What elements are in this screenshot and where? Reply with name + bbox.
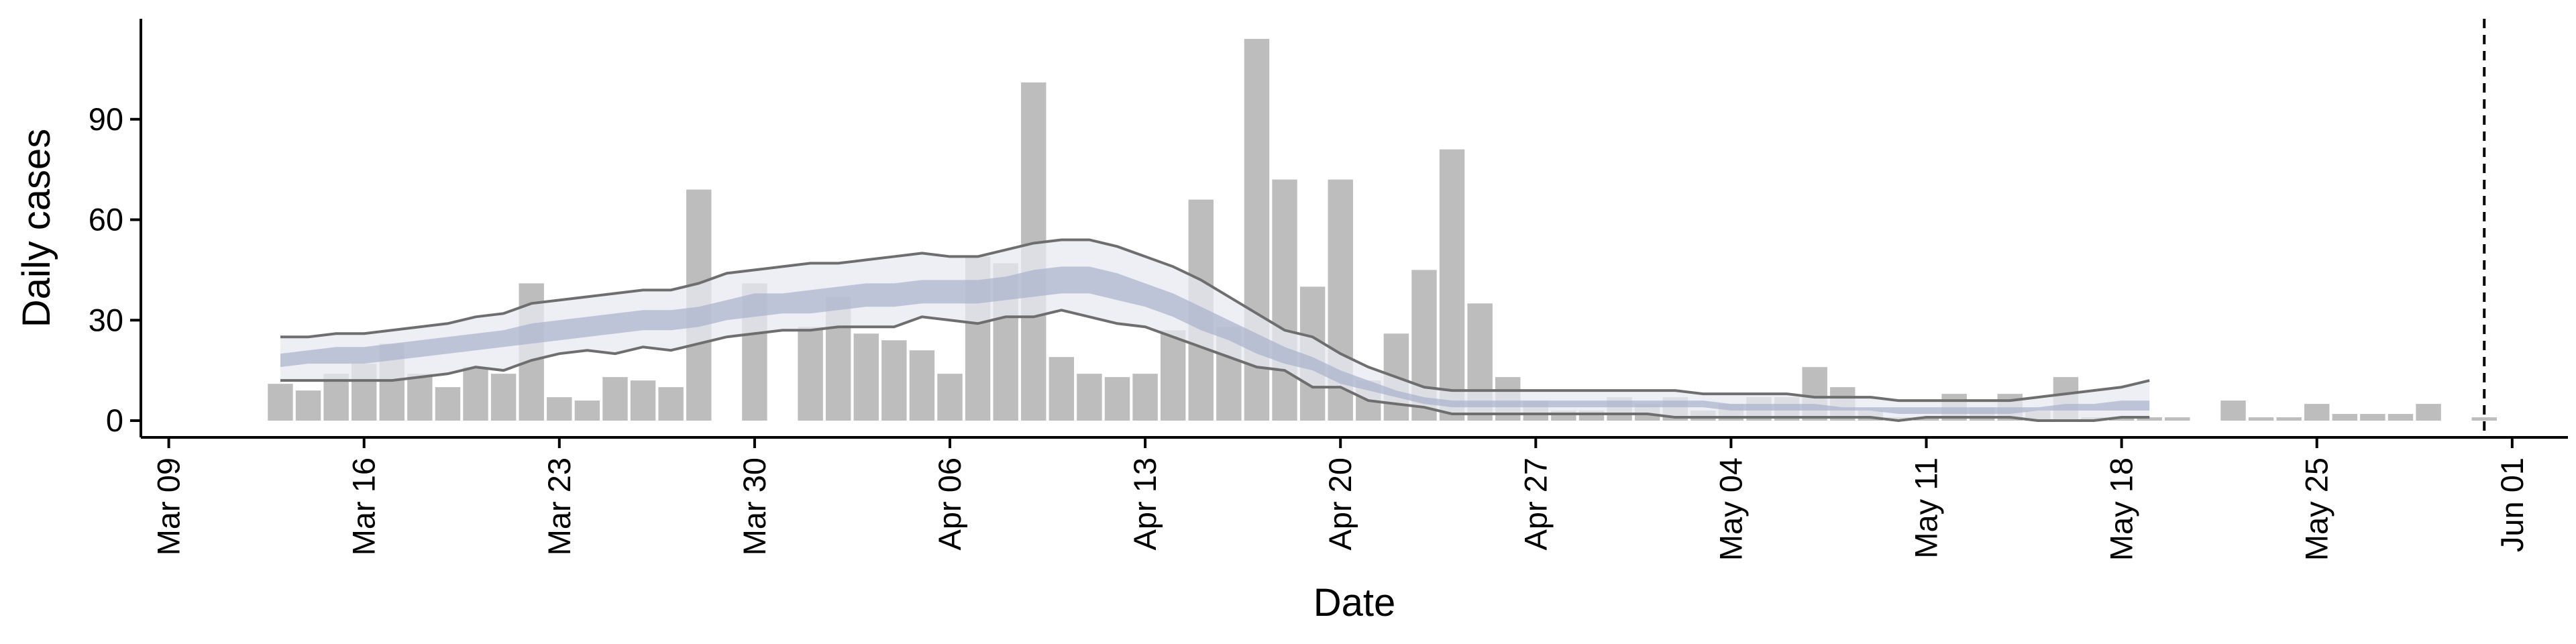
case-bar	[798, 327, 823, 421]
x-tick-label: Apr 20	[1322, 458, 1358, 550]
x-axis-label: Date	[1313, 581, 1396, 625]
inner-band	[280, 266, 2150, 415]
case-bar	[2416, 404, 2441, 421]
x-tick-label: May 18	[2104, 458, 2139, 561]
y-axis-ticks: 0 30 60 90	[89, 101, 141, 438]
case-bar	[1913, 417, 1939, 421]
estimate-bands	[280, 239, 2150, 421]
case-bar	[2220, 400, 2246, 421]
x-tick-label: Mar 30	[737, 458, 772, 555]
case-bar	[2137, 417, 2162, 421]
x-tick-label: Apr 06	[932, 458, 967, 550]
axes	[140, 19, 2568, 439]
case-bar	[2387, 414, 2414, 421]
case-bar	[658, 387, 684, 421]
case-bar	[1077, 374, 1102, 421]
case-bar	[407, 374, 433, 421]
x-tick-label: Jun 01	[2494, 458, 2530, 552]
x-tick-label: Mar 16	[346, 458, 382, 555]
case-bar	[547, 397, 572, 421]
x-tick-label: May 11	[1909, 458, 1944, 559]
case-bar	[2276, 417, 2302, 421]
x-tick-label: May 04	[1713, 458, 1748, 561]
case-bar	[2165, 417, 2190, 421]
y-axis-label: Daily cases	[15, 129, 58, 328]
case-bar	[937, 374, 963, 421]
y-tick-label: 90	[89, 101, 123, 137]
case-bar	[1104, 377, 1130, 421]
case-bar	[2248, 417, 2274, 421]
y-tick-label: 30	[89, 302, 123, 337]
x-axis-ticks: Mar 09 Mar 16 Mar 23 Mar 30 Apr 06 Apr 13 Apr …	[151, 437, 2530, 561]
lower-bound-line	[280, 309, 2150, 423]
case-bar	[268, 384, 293, 421]
y-tick-label: 60	[89, 202, 123, 237]
case-bar	[2304, 404, 2330, 421]
case-bar	[1160, 330, 1186, 421]
x-tick-label: Mar 09	[151, 458, 186, 555]
case-bar	[2360, 414, 2385, 421]
case-bar	[574, 400, 600, 421]
case-bar	[490, 374, 517, 421]
case-bar	[1272, 179, 1297, 421]
case-bar	[1049, 357, 1075, 421]
case-bar	[881, 340, 907, 421]
estimate-bound-lines	[280, 238, 2150, 423]
case-bar	[1132, 374, 1158, 421]
case-bar	[1439, 149, 1465, 421]
x-tick-label: Mar 23	[541, 458, 577, 555]
case-bar	[909, 350, 935, 421]
upper-bound-line	[280, 238, 2150, 402]
case-bar	[463, 367, 488, 421]
case-bar	[2108, 417, 2135, 421]
x-tick-label: Apr 13	[1127, 458, 1163, 550]
case-bar	[2332, 414, 2358, 421]
case-bar	[602, 377, 628, 421]
case-bars	[268, 38, 2497, 421]
case-bar	[630, 380, 656, 421]
case-bar	[295, 390, 321, 421]
y-tick-label: 0	[106, 402, 123, 438]
case-bar	[853, 333, 879, 421]
case-bar	[2471, 417, 2497, 421]
x-tick-label: May 25	[2299, 458, 2334, 561]
case-bar	[435, 387, 461, 421]
x-tick-label: Apr 27	[1517, 458, 1553, 550]
